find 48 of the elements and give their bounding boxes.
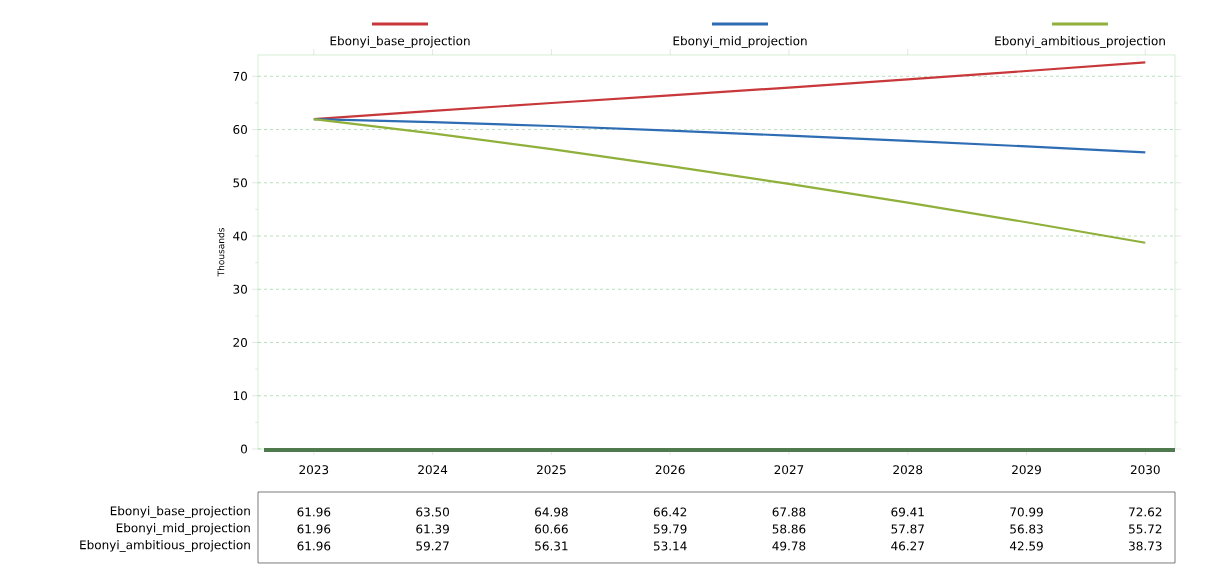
x-tick-label: 2028: [893, 465, 923, 475]
data-label: 61.96: [297, 507, 331, 517]
data-label: 63.50: [416, 507, 449, 517]
data-label: 60.66: [535, 524, 568, 534]
data-label: 56.83: [1010, 524, 1043, 534]
x-tick-label: 2024: [418, 465, 448, 475]
y-tick-label: 0: [240, 444, 248, 454]
data-label: 70.99: [1010, 507, 1043, 517]
y-tick-label: 20: [233, 337, 248, 348]
y-tick-label: 10: [233, 391, 248, 401]
data-label: 72.62: [1129, 507, 1162, 517]
x-tick-label: 2025: [537, 465, 566, 475]
data-label: 61.96: [297, 524, 331, 534]
y-tick-label: 30: [233, 284, 248, 294]
y-axis-title: Thousands: [217, 228, 225, 277]
text: Ebonyi_mid_projection: [116, 523, 250, 535]
data-label: 67.88: [772, 507, 806, 517]
data-label: 57.87: [891, 524, 924, 534]
data-label: 58.86: [772, 524, 806, 534]
data-label: 69.41: [891, 507, 924, 517]
x-tick-label: 2026: [655, 465, 685, 475]
legend-label: Ebonyi_ambitious_projection: [995, 36, 1165, 48]
data-label: 53.14: [653, 541, 687, 551]
data-label: 61.39: [416, 524, 449, 534]
legend-label: Ebonyi_mid_projection: [673, 36, 807, 48]
y-tick-label: 40: [233, 231, 248, 241]
data-label: 46.27: [891, 541, 924, 551]
legend-label: Ebonyi_base_projection: [330, 36, 470, 48]
data-label: 61.96: [297, 541, 331, 551]
data-label: 59.79: [653, 524, 687, 534]
data-label: 59.27: [416, 541, 449, 551]
data-label: 64.98: [535, 507, 568, 517]
y-tick-label: 60: [233, 124, 248, 135]
data-label: 66.42: [653, 507, 687, 517]
data-label: 42.59: [1009, 541, 1043, 551]
data-label: 56.31: [535, 541, 568, 551]
data-label: 38.73: [1129, 541, 1162, 551]
x-tick-label: 2030: [1130, 465, 1160, 475]
text: Ebonyi_base_projection: [110, 506, 250, 518]
data-label: 49.78: [772, 541, 806, 551]
data-label: 55.72: [1129, 524, 1162, 534]
x-tick-label: 2029: [1012, 465, 1041, 475]
x-tick-label: 2027: [774, 465, 804, 475]
x-tick-label: 2023: [299, 465, 329, 475]
y-tick-label: 50: [233, 178, 248, 188]
y-tick-label: 70: [233, 71, 248, 81]
line-series: [312, 118, 1147, 244]
text: Ebonyi_ambitious_projection: [80, 540, 250, 552]
